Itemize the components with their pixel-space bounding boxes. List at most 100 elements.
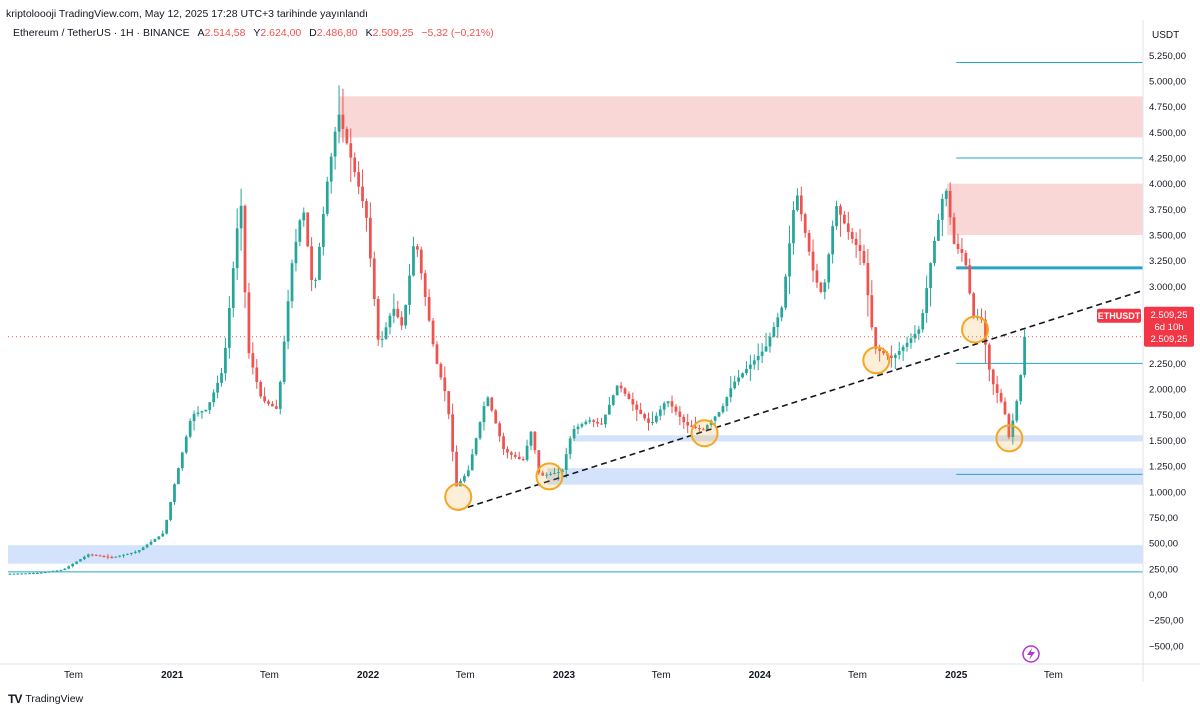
x-tick-label: 2021 — [161, 670, 184, 681]
candle-body — [396, 308, 400, 318]
candle — [196, 406, 200, 417]
candle — [463, 473, 466, 484]
candle-body — [725, 397, 729, 407]
candle — [20, 573, 24, 575]
candle-body — [580, 424, 584, 427]
candle — [678, 406, 682, 426]
candle-body — [161, 533, 165, 537]
candle-body — [835, 206, 838, 227]
candle — [874, 326, 878, 355]
candle — [67, 565, 71, 570]
candle — [259, 380, 263, 399]
x-tick-label: Tem — [64, 670, 83, 681]
currency-label: USDT — [1152, 30, 1179, 41]
candle — [251, 342, 255, 375]
candle-body — [760, 351, 764, 356]
candle — [310, 237, 313, 291]
candle-body — [937, 219, 940, 241]
footer: TV TradingView — [8, 692, 83, 706]
candle-body — [427, 296, 431, 321]
candle-body — [698, 427, 701, 430]
candle — [690, 420, 693, 428]
candle-body — [341, 114, 345, 129]
candle — [416, 243, 419, 257]
candle-body — [298, 220, 302, 242]
candle-body — [16, 573, 20, 575]
candle — [173, 483, 176, 505]
candle-body — [1003, 401, 1007, 415]
candle — [506, 446, 509, 459]
y-tick-label: 750,00 — [1149, 513, 1178, 524]
candle-body — [357, 172, 360, 187]
symbol-badge-bg — [1097, 308, 1141, 323]
candle — [937, 213, 940, 242]
candle-body — [90, 554, 94, 556]
candle — [357, 161, 360, 194]
candle-body — [729, 388, 733, 398]
candle-body — [463, 476, 466, 482]
x-tick-label: 2022 — [357, 670, 380, 681]
candle — [51, 570, 55, 573]
candle-body — [490, 397, 494, 411]
candle — [24, 573, 27, 575]
candle — [541, 470, 545, 476]
candle — [408, 263, 411, 315]
candle-body — [400, 317, 404, 326]
candle — [255, 359, 259, 389]
candle — [169, 501, 172, 522]
candle — [1011, 413, 1015, 445]
candle-body — [106, 556, 110, 558]
candle — [866, 248, 870, 317]
candle — [549, 471, 552, 476]
candle-body — [619, 385, 623, 389]
candle — [302, 207, 306, 227]
candle — [768, 332, 772, 353]
candle-body — [188, 420, 192, 437]
candle — [90, 553, 94, 557]
x-tick-label: Tem — [848, 670, 867, 681]
candle — [619, 381, 623, 393]
y-tick-label: 1.500,00 — [1149, 436, 1186, 447]
support-zone-2 — [547, 468, 1143, 485]
x-tick-label: Tem — [652, 670, 671, 681]
candle — [792, 201, 795, 255]
candle-body — [79, 559, 82, 562]
candle-body — [553, 472, 556, 474]
candle-body — [803, 214, 807, 233]
candle-body — [611, 395, 615, 405]
candle — [368, 202, 372, 267]
lightning-icon[interactable] — [1022, 645, 1040, 663]
candle-body — [267, 401, 270, 404]
y-tick-label: 3.250,00 — [1149, 256, 1186, 267]
candle — [529, 430, 533, 450]
candle — [588, 416, 592, 424]
candle — [59, 569, 63, 572]
candle-body — [995, 384, 999, 393]
candle — [611, 394, 615, 407]
symbol-legend[interactable]: Ethereum / TetherUS · 1H · BINANCE A2.51… — [13, 27, 494, 39]
candle — [490, 396, 494, 413]
candle — [553, 467, 556, 475]
candle-body — [674, 406, 678, 412]
candle-body — [921, 313, 925, 330]
candle-body — [130, 552, 133, 554]
candle-body — [71, 563, 75, 567]
candle — [361, 169, 364, 208]
candle-body — [843, 214, 846, 224]
candle-body — [705, 425, 709, 430]
y-tick-label: 1.250,00 — [1149, 462, 1186, 473]
candle-body — [86, 554, 90, 557]
candle — [200, 410, 204, 419]
candle-body — [858, 244, 862, 251]
candle-body — [678, 411, 682, 417]
candle — [349, 128, 353, 183]
candle-body — [239, 205, 243, 229]
price-badge-bg — [1144, 306, 1194, 347]
candle — [329, 152, 333, 194]
candle-body — [890, 355, 893, 358]
candle — [745, 361, 748, 376]
candle — [184, 434, 188, 455]
symbol-badge-text: ETHUSDT — [1098, 311, 1141, 321]
candle — [647, 412, 650, 431]
